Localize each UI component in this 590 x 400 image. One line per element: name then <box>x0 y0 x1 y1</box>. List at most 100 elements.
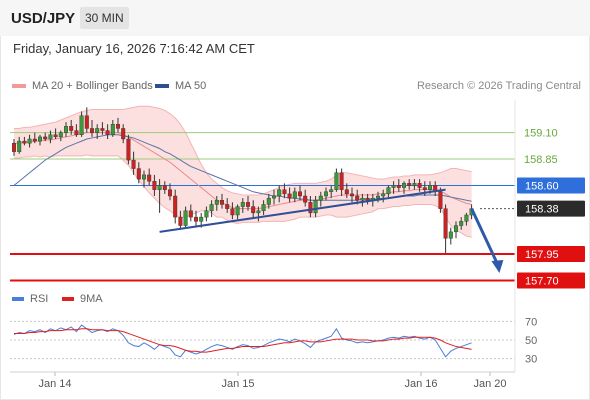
last-price-label: 158.38 <box>525 204 559 216</box>
time-tick-label: Jan 14 <box>38 378 71 390</box>
candle-body <box>324 191 329 197</box>
candle-body <box>22 140 27 144</box>
candle-body <box>173 195 178 218</box>
candle-body <box>402 183 407 188</box>
candle-body <box>318 195 323 201</box>
candle-body <box>193 216 198 222</box>
candle-body <box>219 200 224 205</box>
candle-body <box>459 221 464 226</box>
candle-body <box>110 124 115 135</box>
candle-body <box>63 126 68 133</box>
interval-button[interactable]: 30 MIN <box>80 7 129 29</box>
candle-body <box>438 191 443 209</box>
candle-body <box>69 126 74 131</box>
candle-body <box>454 225 459 233</box>
candle-body <box>136 168 141 180</box>
candle-body <box>422 187 427 190</box>
rsi-tick-50: 50 <box>525 335 537 347</box>
candle-body <box>141 174 146 180</box>
candle-body <box>376 195 381 199</box>
candle-body <box>162 185 167 190</box>
candle-body <box>17 140 22 152</box>
bollinger-lower-line <box>14 154 472 238</box>
research-credit: Research © 2026 Trading Central <box>416 80 581 92</box>
rsi-series-9ma <box>14 328 472 353</box>
candle-body <box>152 181 157 190</box>
candle-body <box>381 193 386 197</box>
candle-body <box>95 128 100 133</box>
legend-ma50-label: MA 50 <box>175 80 207 92</box>
timestamp: Friday, January 16, 2026 7:16:42 AM CET <box>13 41 255 56</box>
candle-body <box>412 183 417 186</box>
candle-body <box>251 206 256 214</box>
rsi-tick-70: 70 <box>525 316 537 328</box>
candle-body <box>261 204 266 211</box>
candle-body <box>344 189 349 195</box>
rsi-tick-30: 30 <box>525 354 537 366</box>
candle-body <box>27 138 32 144</box>
candle-body <box>230 208 235 216</box>
candle-body <box>147 174 152 182</box>
level-label-159.10: 159.10 <box>524 128 558 140</box>
level-label-157.70: 157.70 <box>525 275 559 287</box>
candle-body <box>38 136 43 142</box>
legend-bollinger: MA 20 + Bollinger Bands <box>12 80 153 92</box>
forecast-arrow-head <box>491 260 504 273</box>
candle-body <box>350 193 355 197</box>
forecast-arrow-shaft <box>470 208 500 267</box>
candle-body <box>308 202 313 214</box>
legend-ma50-swatch <box>155 84 169 88</box>
candle-body <box>235 206 240 216</box>
candle-body <box>245 202 250 207</box>
level-label-157.95: 157.95 <box>525 249 559 261</box>
candle-body <box>131 159 136 169</box>
candle-body <box>365 197 370 201</box>
chart-header: USD/JPY 30 MIN <box>0 0 590 36</box>
candle-body <box>214 200 219 205</box>
candle-body <box>391 185 396 188</box>
candle-body <box>287 193 292 199</box>
legend-bollinger-label: MA 20 + Bollinger Bands <box>32 80 153 92</box>
candle-body <box>105 130 110 135</box>
candle-body <box>79 115 84 135</box>
support-trendline <box>159 188 446 233</box>
candle-body <box>204 210 209 218</box>
time-tick-label: Jan 16 <box>404 378 437 390</box>
time-tick-label: Jan 20 <box>473 378 506 390</box>
candle-body <box>360 197 365 201</box>
candle-body <box>11 143 16 152</box>
candle-body <box>428 185 433 190</box>
candle-body <box>339 172 344 190</box>
candle-body <box>84 115 89 129</box>
candle-body <box>53 134 58 138</box>
symbol-title[interactable]: USD/JPY <box>11 10 76 27</box>
candle-body <box>58 132 63 138</box>
candle-body <box>199 216 204 222</box>
legend-ma50: MA 50 <box>155 80 206 92</box>
candle-body <box>292 191 297 199</box>
bollinger-upper-line <box>14 105 472 196</box>
candle-body <box>448 231 453 239</box>
candle-body <box>313 200 318 214</box>
candle-body <box>240 202 245 207</box>
rsi-series-rsi <box>13 324 472 358</box>
candle-body <box>167 189 172 197</box>
candle-body <box>100 128 105 131</box>
level-tag-157.70 <box>517 272 585 289</box>
time-tick-label: Jan 15 <box>221 378 254 390</box>
candle-body <box>209 204 214 211</box>
candle-body <box>443 208 448 239</box>
candle-body <box>386 187 391 195</box>
candle-body <box>126 138 131 161</box>
legend-9ma-swatch <box>62 297 74 301</box>
candle-body <box>48 134 53 140</box>
candle-body <box>256 210 261 214</box>
candle-body <box>89 128 94 133</box>
candle-body <box>417 183 422 188</box>
candle-body <box>282 189 287 195</box>
legend-rsi-label: RSI <box>30 293 49 305</box>
candle-body <box>225 204 230 209</box>
last-price-tag <box>517 200 585 217</box>
legend-9ma: 9MA <box>62 293 103 305</box>
